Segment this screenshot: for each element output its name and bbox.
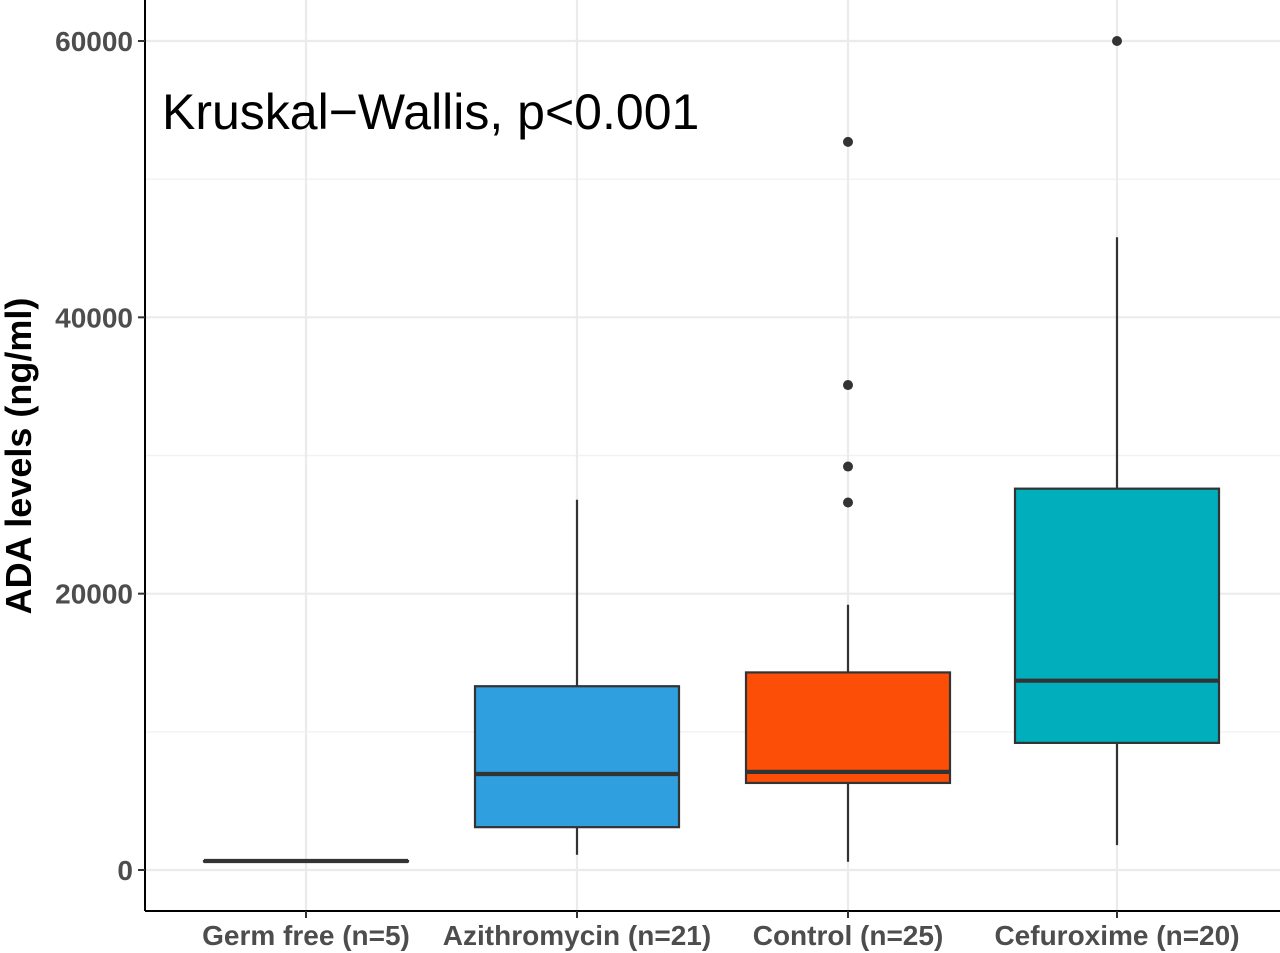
outlier-point xyxy=(843,461,853,472)
box-group xyxy=(473,499,681,855)
box-iqr xyxy=(1013,487,1221,744)
x-tick-label: Cefuroxime (n=20) xyxy=(994,920,1239,951)
x-axis-ticks: Germ free (n=5) Azithromycin (n=21) Contro… xyxy=(202,911,1240,951)
box-group xyxy=(744,136,952,862)
box-group xyxy=(1013,36,1221,846)
axes xyxy=(144,0,1280,912)
x-tick-label: Germ free (n=5) xyxy=(202,920,410,951)
x-tick-label: Azithromycin (n=21) xyxy=(443,920,711,951)
outlier-point xyxy=(1112,36,1122,46)
outlier-point xyxy=(843,380,853,391)
x-tick-label: Control (n=25) xyxy=(753,920,944,951)
y-axis-label: ADA levels (ng/ml) xyxy=(0,298,39,615)
y-tick-label: 60000 xyxy=(55,26,133,57)
kruskal-wallis-annotation: Kruskal−Wallis, p<0.001 xyxy=(162,84,699,140)
box-group xyxy=(202,858,410,864)
box-iqr xyxy=(744,671,952,785)
y-tick-label: 20000 xyxy=(55,579,133,610)
outlier-point xyxy=(843,497,853,508)
box-iqr xyxy=(473,685,681,829)
box-plot-marks xyxy=(202,36,1221,864)
y-tick-label: 40000 xyxy=(55,302,133,333)
outlier-point xyxy=(843,136,853,147)
y-tick-label: 0 xyxy=(117,855,133,886)
y-axis-ticks: 0 20000 40000 60000 xyxy=(55,26,145,886)
